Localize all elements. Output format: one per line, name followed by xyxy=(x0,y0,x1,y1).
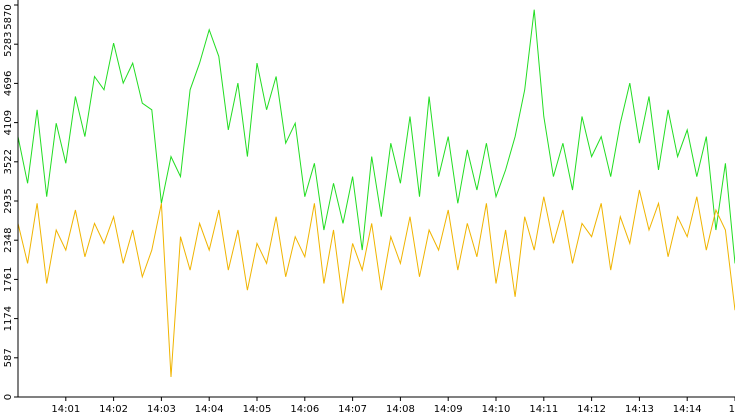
y-tick-label: 5283 xyxy=(3,31,14,56)
series-line xyxy=(17,9,735,264)
x-tick-label: 14:11 xyxy=(529,404,558,415)
x-tick-label: 14 xyxy=(729,404,735,415)
x-tick-label: 14:10 xyxy=(482,404,511,415)
x-tick-label: 14:05 xyxy=(243,404,272,415)
y-tick-label: 4109 xyxy=(3,110,14,135)
y-tick-label: 2348 xyxy=(3,227,14,252)
y-tick-label: 1761 xyxy=(3,267,14,292)
x-tick-label: 14:03 xyxy=(147,404,176,415)
x-tick-label: 14:06 xyxy=(290,404,319,415)
y-tick-label: 1174 xyxy=(3,306,14,331)
x-tick-label: 14:07 xyxy=(338,404,367,415)
series-line xyxy=(17,189,735,378)
x-tick-label: 14:12 xyxy=(577,404,606,415)
y-tick-label: 587 xyxy=(3,348,14,367)
x-tick-label: 14:13 xyxy=(625,404,654,415)
y-tick-label: 3522 xyxy=(3,149,14,174)
y-tick-label: 2935 xyxy=(3,188,14,213)
y-tick-label: 0 xyxy=(3,394,14,400)
x-tick-label: 14:08 xyxy=(386,404,415,415)
y-tick-label: 4696 xyxy=(3,71,14,96)
x-tick-label: 14:02 xyxy=(99,404,128,415)
x-tick-label: 14:09 xyxy=(434,404,463,415)
x-tick-label: 14:04 xyxy=(195,404,224,415)
x-tick-label: 14:14 xyxy=(673,404,702,415)
x-tick-label: 14:01 xyxy=(51,404,80,415)
y-tick-label: 5870 xyxy=(3,4,14,29)
